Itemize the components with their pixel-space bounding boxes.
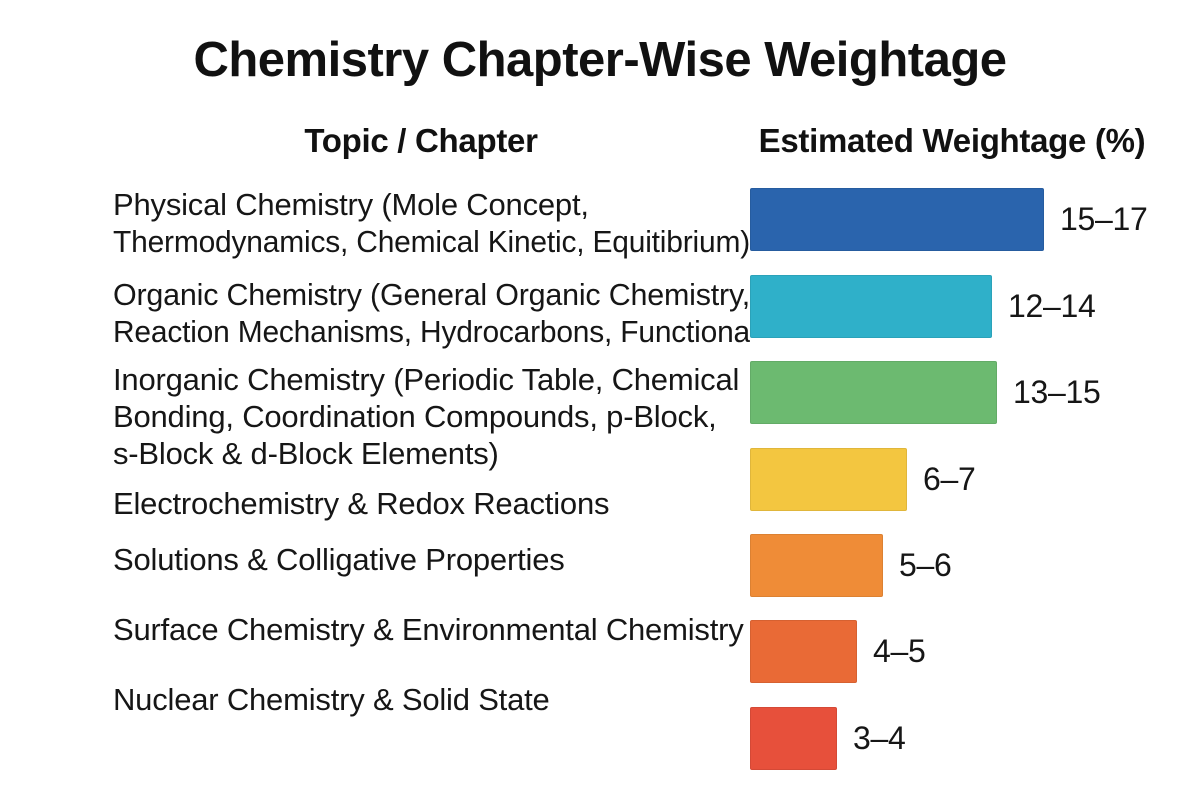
column-header-weightage: Estimated Weightage (%) (758, 122, 1146, 159)
weightage-value: 15–17 (1060, 201, 1148, 237)
column-header-topic: Topic / Chapter (304, 122, 538, 159)
weightage-value: 12–14 (1008, 288, 1096, 324)
weightage-value: 6–7 (923, 461, 976, 497)
weightage-bar (750, 620, 857, 683)
topic-label: Surface Chemistry & Environmental Chemis… (113, 612, 744, 647)
weightage-bar (750, 361, 997, 424)
topic-label: Nuclear Chemistry & Solid State (113, 682, 550, 717)
weightage-bar (750, 275, 992, 338)
weightage-value: 13–15 (1013, 374, 1101, 410)
weightage-value: 4–5 (873, 633, 926, 669)
topic-label: Inorganic Chemistry (Periodic Table, Che… (113, 362, 740, 471)
topic-label: Electrochemistry & Redox Reactions (113, 486, 610, 521)
weightage-value: 5–6 (899, 547, 952, 583)
topic-label: Organic Chemistry (General Organic Chemi… (113, 277, 750, 349)
topic-label: Solutions & Colligative Properties (113, 542, 565, 577)
chart-title: Chemistry Chapter-Wise Weightage (193, 33, 1007, 87)
weightage-bar (750, 448, 907, 511)
topic-label: Physical Chemistry (Mole Concept, Thermod… (113, 187, 750, 259)
weightage-value: 3–4 (853, 720, 906, 756)
weightage-bar (750, 188, 1044, 251)
weightage-bar (750, 707, 837, 770)
weightage-bar (750, 534, 883, 597)
